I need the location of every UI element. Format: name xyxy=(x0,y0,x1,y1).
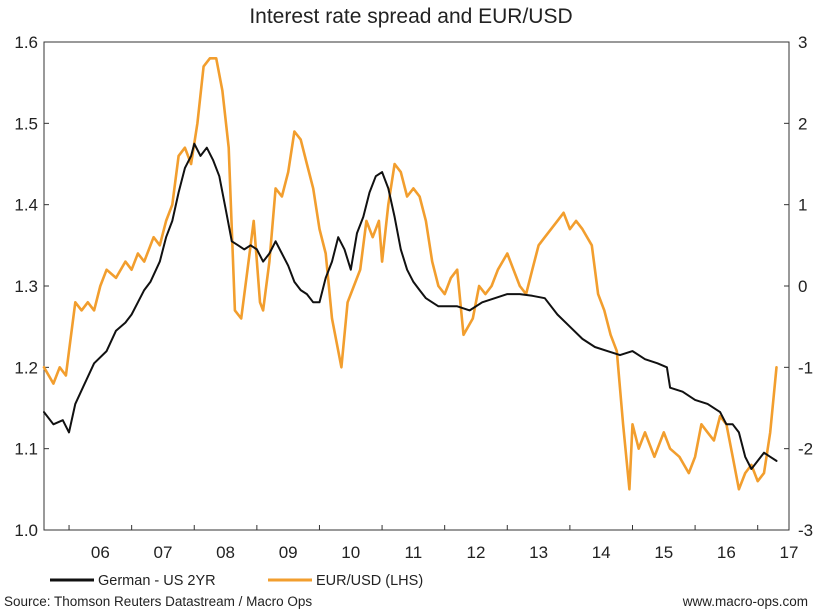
x-tick-label: 09 xyxy=(279,543,298,562)
right-tick-label: -3 xyxy=(798,521,813,540)
german-us-2yr-line xyxy=(43,142,778,470)
right-axis-ticks: -3 -2 -1 0 1 2 3 xyxy=(784,33,813,540)
series-layer xyxy=(42,56,778,491)
x-tick-label: 15 xyxy=(654,543,673,562)
right-tick-label: 3 xyxy=(798,33,807,52)
left-tick-label: 1.1 xyxy=(14,440,38,459)
x-tick-label: 08 xyxy=(216,543,235,562)
left-tick-label: 1.4 xyxy=(14,196,38,215)
left-tick-label: 1.3 xyxy=(14,277,38,296)
legend: German - US 2YR EUR/USD (LHS) xyxy=(50,573,423,589)
x-tick-label: 17 xyxy=(780,543,799,562)
x-axis-ticks: 06 07 08 09 10 11 12 13 14 15 16 17 xyxy=(68,525,799,562)
chart-title: Interest rate spread and EUR/USD xyxy=(249,5,572,28)
x-tick-label: 11 xyxy=(405,543,423,562)
right-tick-label: 1 xyxy=(798,196,807,215)
website-label: www.macro-ops.com xyxy=(682,594,808,609)
eurusd-line xyxy=(42,56,778,491)
x-tick-label: 13 xyxy=(529,543,548,562)
chart: Interest rate spread and EUR/USD 1.01.11… xyxy=(14,5,813,589)
x-tick-label: 16 xyxy=(717,543,736,562)
legend-label: EUR/USD (LHS) xyxy=(316,573,423,589)
right-tick-label: -2 xyxy=(798,440,813,459)
left-tick-label: 1.5 xyxy=(14,114,38,133)
left-tick-label: 1.6 xyxy=(14,33,38,52)
left-tick-label: 1.2 xyxy=(14,358,38,377)
legend-label: German - US 2YR xyxy=(98,573,216,589)
right-tick-label: -1 xyxy=(798,358,813,377)
legend-item-eurusd: EUR/USD (LHS) xyxy=(268,573,423,589)
x-tick-label: 07 xyxy=(153,543,172,562)
x-tick-label: 12 xyxy=(467,543,486,562)
x-tick-label: 06 xyxy=(91,543,110,562)
left-axis-ticks: 1.0 1.1 1.2 1.3 1.4 1.5 1.6 xyxy=(14,33,49,540)
x-tick-label: 10 xyxy=(341,543,360,562)
source-note: Source: Thomson Reuters Datastream / Mac… xyxy=(4,594,313,609)
left-tick-label: 1.0 xyxy=(14,521,38,540)
x-tick-label: 14 xyxy=(592,543,611,562)
right-tick-label: 2 xyxy=(798,114,807,133)
right-tick-label: 0 xyxy=(798,277,807,296)
legend-item-german-us-2yr: German - US 2YR xyxy=(50,573,216,589)
